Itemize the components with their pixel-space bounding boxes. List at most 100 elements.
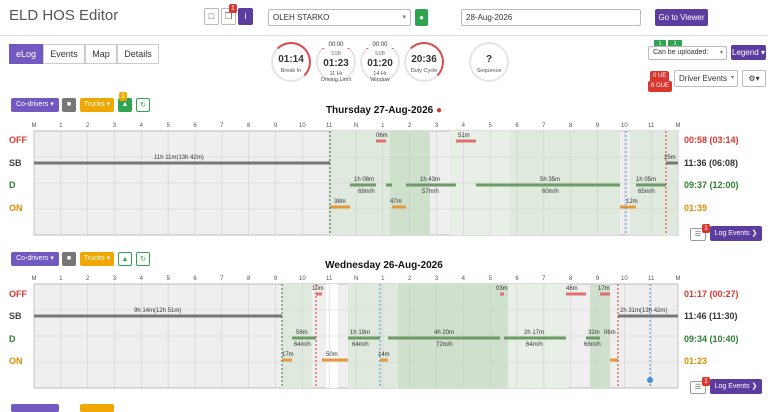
app-title: ELD HOS Editor — [9, 7, 119, 24]
chevron-down-icon: ▾ — [719, 50, 723, 56]
segment-label: 1h 43m — [420, 177, 440, 183]
can-be-uploaded-select[interactable]: Can be uploaded: ▾ — [648, 46, 727, 60]
hour-tick-label: 1 — [381, 276, 385, 282]
hour-tick-label: 6 — [193, 276, 197, 282]
chevron-down-icon: ▾ — [730, 75, 734, 81]
hour-tick-label: 10 — [621, 123, 628, 129]
sequence-gauge: ? Sequence — [469, 42, 509, 82]
refresh-icon[interactable]: ↻ — [136, 98, 150, 112]
gauge-top-value: 00:00 — [314, 42, 358, 48]
gauge-value: 01:20 — [367, 58, 393, 69]
go-to-viewer-button[interactable]: Go to Viewer — [655, 9, 708, 26]
info-icon[interactable]: i — [238, 8, 253, 25]
hour-tick-label: 6 — [515, 123, 519, 129]
hour-ticks: M 1 2 3 4 5 6 7 8 9 10 11 N 1 2 3 4 5 6 7 8 9 10 11 M — [32, 123, 681, 235]
refresh-icon[interactable]: ↻ — [136, 252, 150, 266]
row-label-sb: SB — [9, 311, 22, 321]
segment-labels: 9h 14m(12h 51m) 10m 03m 46m 17m 58m 64m/… — [134, 286, 667, 358]
total-on: 01:39 — [684, 203, 708, 213]
row-label-on: ON — [9, 203, 23, 213]
segment-label: 64m/h — [294, 342, 311, 348]
segment-label: 57m/h — [422, 189, 439, 195]
duty-status-line — [34, 292, 678, 362]
segment-label: 10m — [312, 286, 324, 292]
gauge-label: Sequence — [476, 68, 502, 74]
hour-tick-label: 3 — [113, 276, 117, 282]
ue-badge: 0 UE — [650, 71, 670, 82]
document-icon[interactable]: □ — [204, 8, 219, 25]
oue-badge: 6 OUE — [648, 81, 673, 92]
log-events-button[interactable]: Log Events ❯ — [710, 379, 762, 394]
hour-tick-label: 2 — [86, 123, 90, 129]
segment-label: 14m — [378, 352, 390, 358]
segment-label: 9h 14m(12h 51m) — [134, 308, 181, 314]
total-sb: 11:36 (06:08) — [684, 158, 739, 168]
hour-tick-label: M — [676, 276, 681, 282]
hour-tick-label: 6 — [193, 123, 197, 129]
segment-label: 4h 20m — [434, 330, 454, 336]
segment-label: 1h 05m — [636, 177, 656, 183]
co-driver-card-icon[interactable]: ■ — [62, 252, 76, 266]
gauge-label: 11 Hr Driving Limit — [320, 71, 352, 83]
driver-events-label: Driver Events — [679, 74, 728, 83]
hos-grid-chart[interactable]: M 1 2 3 4 5 6 7 8 9 10 11 N 1 2 3 4 5 6 7 8 9 10 11 M 9h 14m(12h… — [30, 272, 682, 390]
legend-button[interactable]: Legend ▾ — [731, 45, 766, 60]
hour-tick-label: 8 — [569, 276, 573, 282]
gauge-value: ? — [485, 54, 493, 65]
doc-badge: 1 — [229, 4, 237, 13]
log-events-label: Log Events — [714, 230, 750, 237]
upload-status-icons: 1 2 — [654, 40, 684, 48]
hour-tick-label: 5 — [488, 123, 492, 129]
hour-tick-label: 3 — [113, 123, 117, 129]
gauge-sub: SSB — [374, 51, 385, 57]
co-drivers-button[interactable]: Co-drivers ▾ — [11, 252, 59, 266]
hour-tick-label: 4 — [140, 123, 144, 129]
date-input[interactable]: 28-Aug-2026 — [461, 9, 641, 26]
co-driver-card-icon[interactable]: ■ — [62, 98, 76, 112]
gauge-value: 01:23 — [323, 58, 349, 69]
segment-label: 64m/h — [526, 342, 543, 348]
driver-select[interactable]: OLEH STARKO ▾ — [268, 9, 411, 26]
trucks-button-partial[interactable] — [80, 404, 114, 412]
gauge-label: Break In — [280, 68, 302, 74]
driver-events-select[interactable]: Driver Events ▾ — [674, 70, 738, 87]
tab-details[interactable]: Details — [117, 44, 159, 64]
tab-events[interactable]: Events — [43, 44, 85, 64]
segment-label: 06m — [376, 133, 388, 139]
settings-gear-icon[interactable]: ⚙▾ — [742, 70, 766, 87]
location-marker[interactable] — [647, 377, 653, 383]
legend-label: Legend — [732, 48, 759, 57]
co-drivers-button-partial[interactable] — [11, 404, 59, 412]
hour-tick-label: 5 — [166, 276, 170, 282]
trucks-button[interactable]: Trucks ▾ — [80, 98, 114, 112]
tab-elog[interactable]: eLog — [9, 44, 43, 64]
log-events-button[interactable]: Log Events ❯ — [710, 226, 762, 241]
hour-tick-label: 1 — [59, 276, 63, 282]
hour-tick-label: M — [676, 123, 681, 129]
co-drivers-button[interactable]: Co-drivers ▾ — [11, 98, 59, 112]
row-label-on: ON — [9, 356, 23, 366]
total-on: 01:23 — [684, 356, 708, 366]
tab-map[interactable]: Map — [85, 44, 117, 64]
trucks-button[interactable]: Trucks ▾ — [80, 252, 114, 266]
hos-grid-chart[interactable]: M 1 2 3 4 5 6 7 8 9 10 11 N 1 2 3 4 5 6 7 8 9 10 11 M 11h 11m(13… — [30, 119, 682, 237]
segment-label: 03m — [496, 286, 508, 292]
driver-user-icon[interactable]: ● — [415, 9, 428, 26]
row-label-d: D — [9, 180, 16, 190]
truck-icon[interactable]: ▲ — [118, 252, 132, 266]
comment-badge: 1 — [702, 377, 710, 386]
total-d: 09:37 (12:00) — [684, 180, 739, 190]
day-title: Thursday 27-Aug-2026 ● — [0, 105, 768, 116]
hour-tick-label: 7 — [220, 123, 224, 129]
hour-tick-label: 10 — [299, 276, 306, 282]
segment-label: 5h 35m — [540, 177, 560, 183]
hour-tick-label: M — [32, 123, 37, 129]
driving-limit-gauge: 00:00 SSB 01:23 11 Hr Driving Limit — [314, 42, 358, 83]
truck-icon[interactable]: ▲ — [118, 98, 132, 112]
segment-label: 38m — [334, 199, 346, 205]
segment-label: 17m — [598, 286, 610, 292]
driver-name: OLEH STARKO — [273, 13, 330, 22]
hour-tick-label: 4 — [462, 276, 466, 282]
hour-tick-label: 1 — [381, 123, 385, 129]
row-label-off: OFF — [9, 289, 27, 299]
